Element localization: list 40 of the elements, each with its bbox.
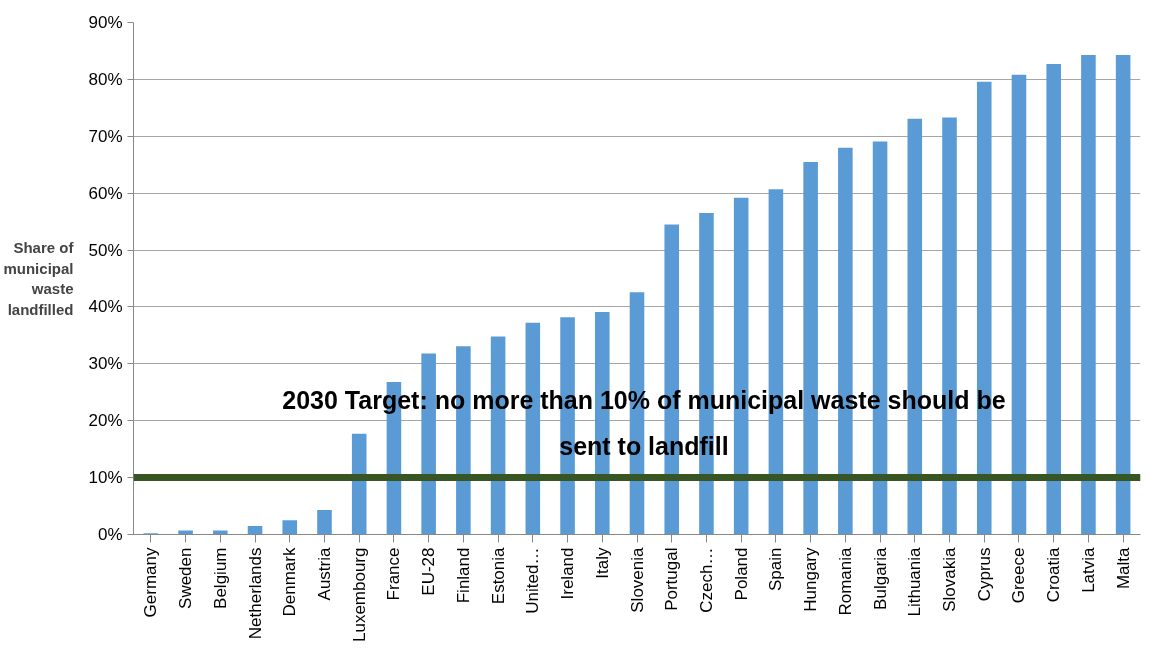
y-tick-label: 30% <box>88 354 123 374</box>
x-tick-label: Portugal <box>662 547 682 611</box>
x-tick-label: Cyprus <box>974 547 994 602</box>
x-tick-label: Netherlands <box>245 547 265 640</box>
y-tick-label: 20% <box>88 411 123 431</box>
x-tick-label: Greece <box>1009 547 1029 604</box>
y-tick-label: 0% <box>97 525 123 544</box>
x-tick-label: Malta <box>1113 546 1133 590</box>
x-tick-label: Austria <box>314 546 334 601</box>
x-tick-label: Denmark <box>280 547 300 617</box>
x-tick-label: Czech… <box>696 547 716 613</box>
x-tick-label: Italy <box>592 547 612 579</box>
x-tick-label: Croatia <box>1044 546 1064 603</box>
y-tick-label: 40% <box>88 297 123 317</box>
x-tick-label: Slovakia <box>940 546 960 612</box>
x-tick-label: Slovenia <box>627 546 647 613</box>
x-tick-label: Belgium <box>210 547 230 609</box>
y-tick-label: 60% <box>88 183 123 203</box>
x-tick-label: United… <box>523 547 543 614</box>
y-tick-label: 80% <box>88 69 123 89</box>
x-tick-label: Bulgaria <box>870 546 890 610</box>
x-tick-label: Lithuania <box>905 546 925 617</box>
x-tick-label: Sweden <box>176 547 196 609</box>
x-tick-label: Poland <box>731 547 751 601</box>
x-tick-label: Latvia <box>1078 546 1098 593</box>
x-tick-label: Germany <box>141 547 161 618</box>
x-tick-label: Estonia <box>488 546 508 605</box>
x-tick-label: Finland <box>453 547 473 604</box>
y-tick-label: 50% <box>88 240 123 260</box>
y-tick-label: 90% <box>88 13 123 32</box>
x-tick-label: Spain <box>766 547 786 591</box>
x-tick-label: EU-28 <box>419 547 439 596</box>
y-axis-title: Share of municipal waste landfilled <box>3 239 75 318</box>
x-tick-label: Ireland <box>558 547 578 600</box>
x-tick-label: Luxembourg <box>349 547 369 642</box>
x-tick-label: France <box>384 547 404 601</box>
y-tick-label: 70% <box>88 126 123 146</box>
x-tick-label: Hungary <box>801 547 821 612</box>
y-tick-label: 10% <box>88 468 123 488</box>
x-tick-label: Romania <box>835 546 855 616</box>
